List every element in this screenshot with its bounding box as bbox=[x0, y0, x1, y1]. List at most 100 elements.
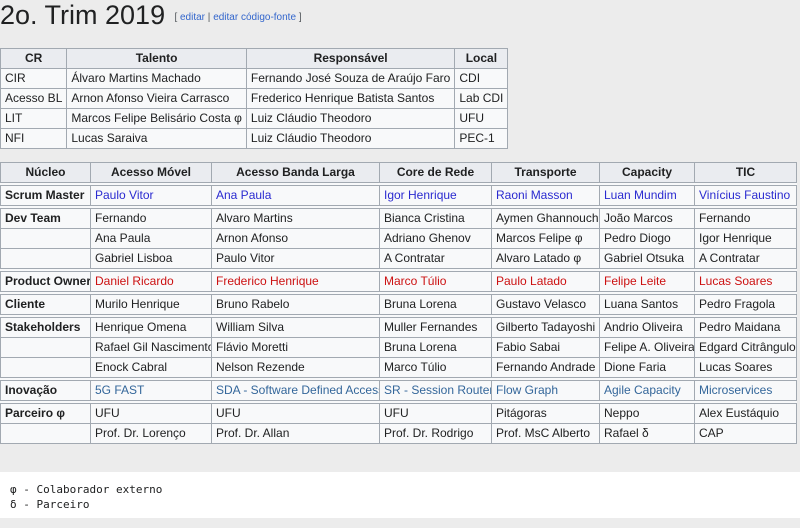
cell: Frederico Henrique bbox=[211, 268, 380, 294]
cell: Pedro Fragola bbox=[694, 291, 797, 317]
cell: PEC-1 bbox=[454, 128, 509, 149]
cell: Arnon Afonso bbox=[211, 228, 380, 249]
cell: Marco Túlio bbox=[379, 357, 492, 380]
cell: LIT bbox=[0, 108, 68, 129]
cell: Lucas Soares bbox=[694, 357, 797, 380]
group: Cliente Murilo Henrique Bruno Rabelo Bruna … bbox=[0, 291, 797, 317]
cell bbox=[0, 228, 91, 249]
page-title: 2o. Trim 2019 bbox=[0, 0, 166, 30]
row-label: Product Owner bbox=[0, 268, 91, 294]
cell: Daniel Ricardo bbox=[90, 268, 212, 294]
cell: SR - Session Router bbox=[379, 377, 492, 403]
cell bbox=[0, 423, 91, 444]
cell: Gabriel Lisboa bbox=[90, 248, 212, 271]
bracket: ] bbox=[298, 12, 302, 23]
row: LIT Marcos Felipe Belisário Costa φ Luiz C… bbox=[0, 108, 509, 129]
row: Inovação 5G FAST SDA - Software Defined Ac… bbox=[0, 377, 797, 403]
column-header: Local bbox=[454, 48, 509, 69]
cell bbox=[0, 357, 91, 380]
team-table: CR Talento Responsável Local CIR Álvaro Marti… bbox=[0, 48, 509, 149]
cell bbox=[0, 248, 91, 271]
cell: Bruna Lorena bbox=[379, 291, 492, 317]
group: Product Owner Daniel Ricardo Frederico Hen… bbox=[0, 268, 797, 294]
cell: Muller Fernandes bbox=[379, 314, 492, 338]
row: Rafael Gil Nascimento Flávio Moretti Bruna… bbox=[0, 337, 797, 358]
cell: A Contratar bbox=[379, 248, 492, 271]
squad-table: Núcleo Acesso Móvel Acesso Banda Larga Core… bbox=[0, 162, 797, 444]
edit-link[interactable]: editar bbox=[180, 12, 206, 23]
column-header: Responsável bbox=[245, 48, 456, 69]
row: NFI Lucas Saraiva Luiz Cláudio Theodoro PEC… bbox=[0, 128, 509, 149]
cell: Alex Eustáquio bbox=[694, 400, 797, 424]
column-header: TIC bbox=[694, 162, 797, 185]
row: Stakeholders Henrique Omena William Silva M… bbox=[0, 314, 797, 338]
edit-source-link[interactable]: editar código-fonte bbox=[213, 12, 297, 23]
row: Cliente Murilo Henrique Bruno Rabelo Bruna … bbox=[0, 291, 797, 317]
cell: João Marcos bbox=[599, 205, 695, 229]
cell: Prof. Dr. Lorenço bbox=[90, 423, 212, 444]
cell: Fernando Andrade bbox=[491, 357, 600, 380]
cell: Lucas Soares bbox=[694, 268, 797, 294]
cell: Gabriel Otsuka bbox=[599, 248, 695, 271]
cell: Rafael Gil Nascimento bbox=[90, 337, 212, 358]
cell: Álvaro Martins Machado bbox=[66, 68, 247, 89]
row: Prof. Dr. Lorenço Prof. Dr. Allan Prof. Dr… bbox=[0, 423, 797, 444]
group: Dev Team Fernando Alvaro Martins Bianca Cri… bbox=[0, 205, 797, 271]
bracket: [ bbox=[174, 12, 178, 23]
cell: Frederico Henrique Batista Santos bbox=[245, 88, 456, 109]
cell: Marcos Felipe Belisário Costa φ bbox=[66, 108, 247, 129]
cell: Paulo Latado bbox=[491, 268, 600, 294]
row-label: Scrum Master bbox=[0, 182, 91, 208]
cell: Ana Paula bbox=[90, 228, 212, 249]
cell: Dione Faria bbox=[599, 357, 695, 380]
row: Acesso BL Arnon Afonso Vieira Carrasco Fre… bbox=[0, 88, 509, 109]
group: Parceiro φ UFU UFU UFU Pitágoras Neppo Alex Eu… bbox=[0, 400, 797, 444]
column-header: Capacity bbox=[599, 162, 695, 185]
edit-links: [ editar | editar código-fonte ] bbox=[174, 12, 301, 23]
cell: Paulo Vitor bbox=[211, 248, 380, 271]
cell: Pedro Maidana bbox=[694, 314, 797, 338]
separator: | bbox=[207, 12, 211, 23]
cell: NFI bbox=[0, 128, 68, 149]
cell: Gustavo Velasco bbox=[491, 291, 600, 317]
cell: Felipe A. Oliveira bbox=[599, 337, 695, 358]
cell: Alvaro Latado φ bbox=[491, 248, 600, 271]
cell: Aymen Ghannouchi bbox=[491, 205, 600, 229]
row-label: Inovação bbox=[0, 377, 91, 403]
cell: Prof. Dr. Allan bbox=[211, 423, 380, 444]
cell: Bianca Cristina bbox=[379, 205, 492, 229]
cell: UFU bbox=[379, 400, 492, 424]
cell: Flávio Moretti bbox=[211, 337, 380, 358]
cell: Andrio Oliveira bbox=[599, 314, 695, 338]
cell: Henrique Omena bbox=[90, 314, 212, 338]
row: Enock Cabral Nelson Rezende Marco Túlio Fer… bbox=[0, 357, 797, 380]
cell: Ana Paula bbox=[211, 182, 380, 208]
cell: William Silva bbox=[211, 314, 380, 338]
heading: 2o. Trim 2019 [ editar | editar código-f… bbox=[0, 0, 302, 30]
cell: Marco Túlio bbox=[379, 268, 492, 294]
cell: Luiz Cláudio Theodoro bbox=[245, 108, 456, 129]
cell: Enock Cabral bbox=[90, 357, 212, 380]
cell: Flow Graph bbox=[491, 377, 600, 403]
row: Product Owner Daniel Ricardo Frederico Hen… bbox=[0, 268, 797, 294]
cell: Rafael δ bbox=[599, 423, 695, 444]
row: CIR Álvaro Martins Machado Fernando José S… bbox=[0, 68, 509, 89]
cell: Luan Mundim bbox=[599, 182, 695, 208]
cell: Microservices bbox=[694, 377, 797, 403]
column-header: CR bbox=[0, 48, 68, 69]
cell: Fabio Sabai bbox=[491, 337, 600, 358]
cell: CIR bbox=[0, 68, 68, 89]
cell: CDI bbox=[454, 68, 509, 89]
cell: Pedro Diogo bbox=[599, 228, 695, 249]
cell: Fernando José Souza de Araújo Faro bbox=[245, 68, 456, 89]
cell: Marcos Felipe φ bbox=[491, 228, 600, 249]
cell: CAP bbox=[694, 423, 797, 444]
cell: Gilberto Tadayoshi bbox=[491, 314, 600, 338]
cell: SDA - Software Defined Access bbox=[211, 377, 380, 403]
cell: Fernando bbox=[694, 205, 797, 229]
row-label: Cliente bbox=[0, 291, 91, 317]
row: Parceiro φ UFU UFU UFU Pitágoras Neppo Alex Eu… bbox=[0, 400, 797, 424]
cell: Lab CDI bbox=[454, 88, 509, 109]
row-label: Parceiro φ bbox=[0, 400, 91, 424]
